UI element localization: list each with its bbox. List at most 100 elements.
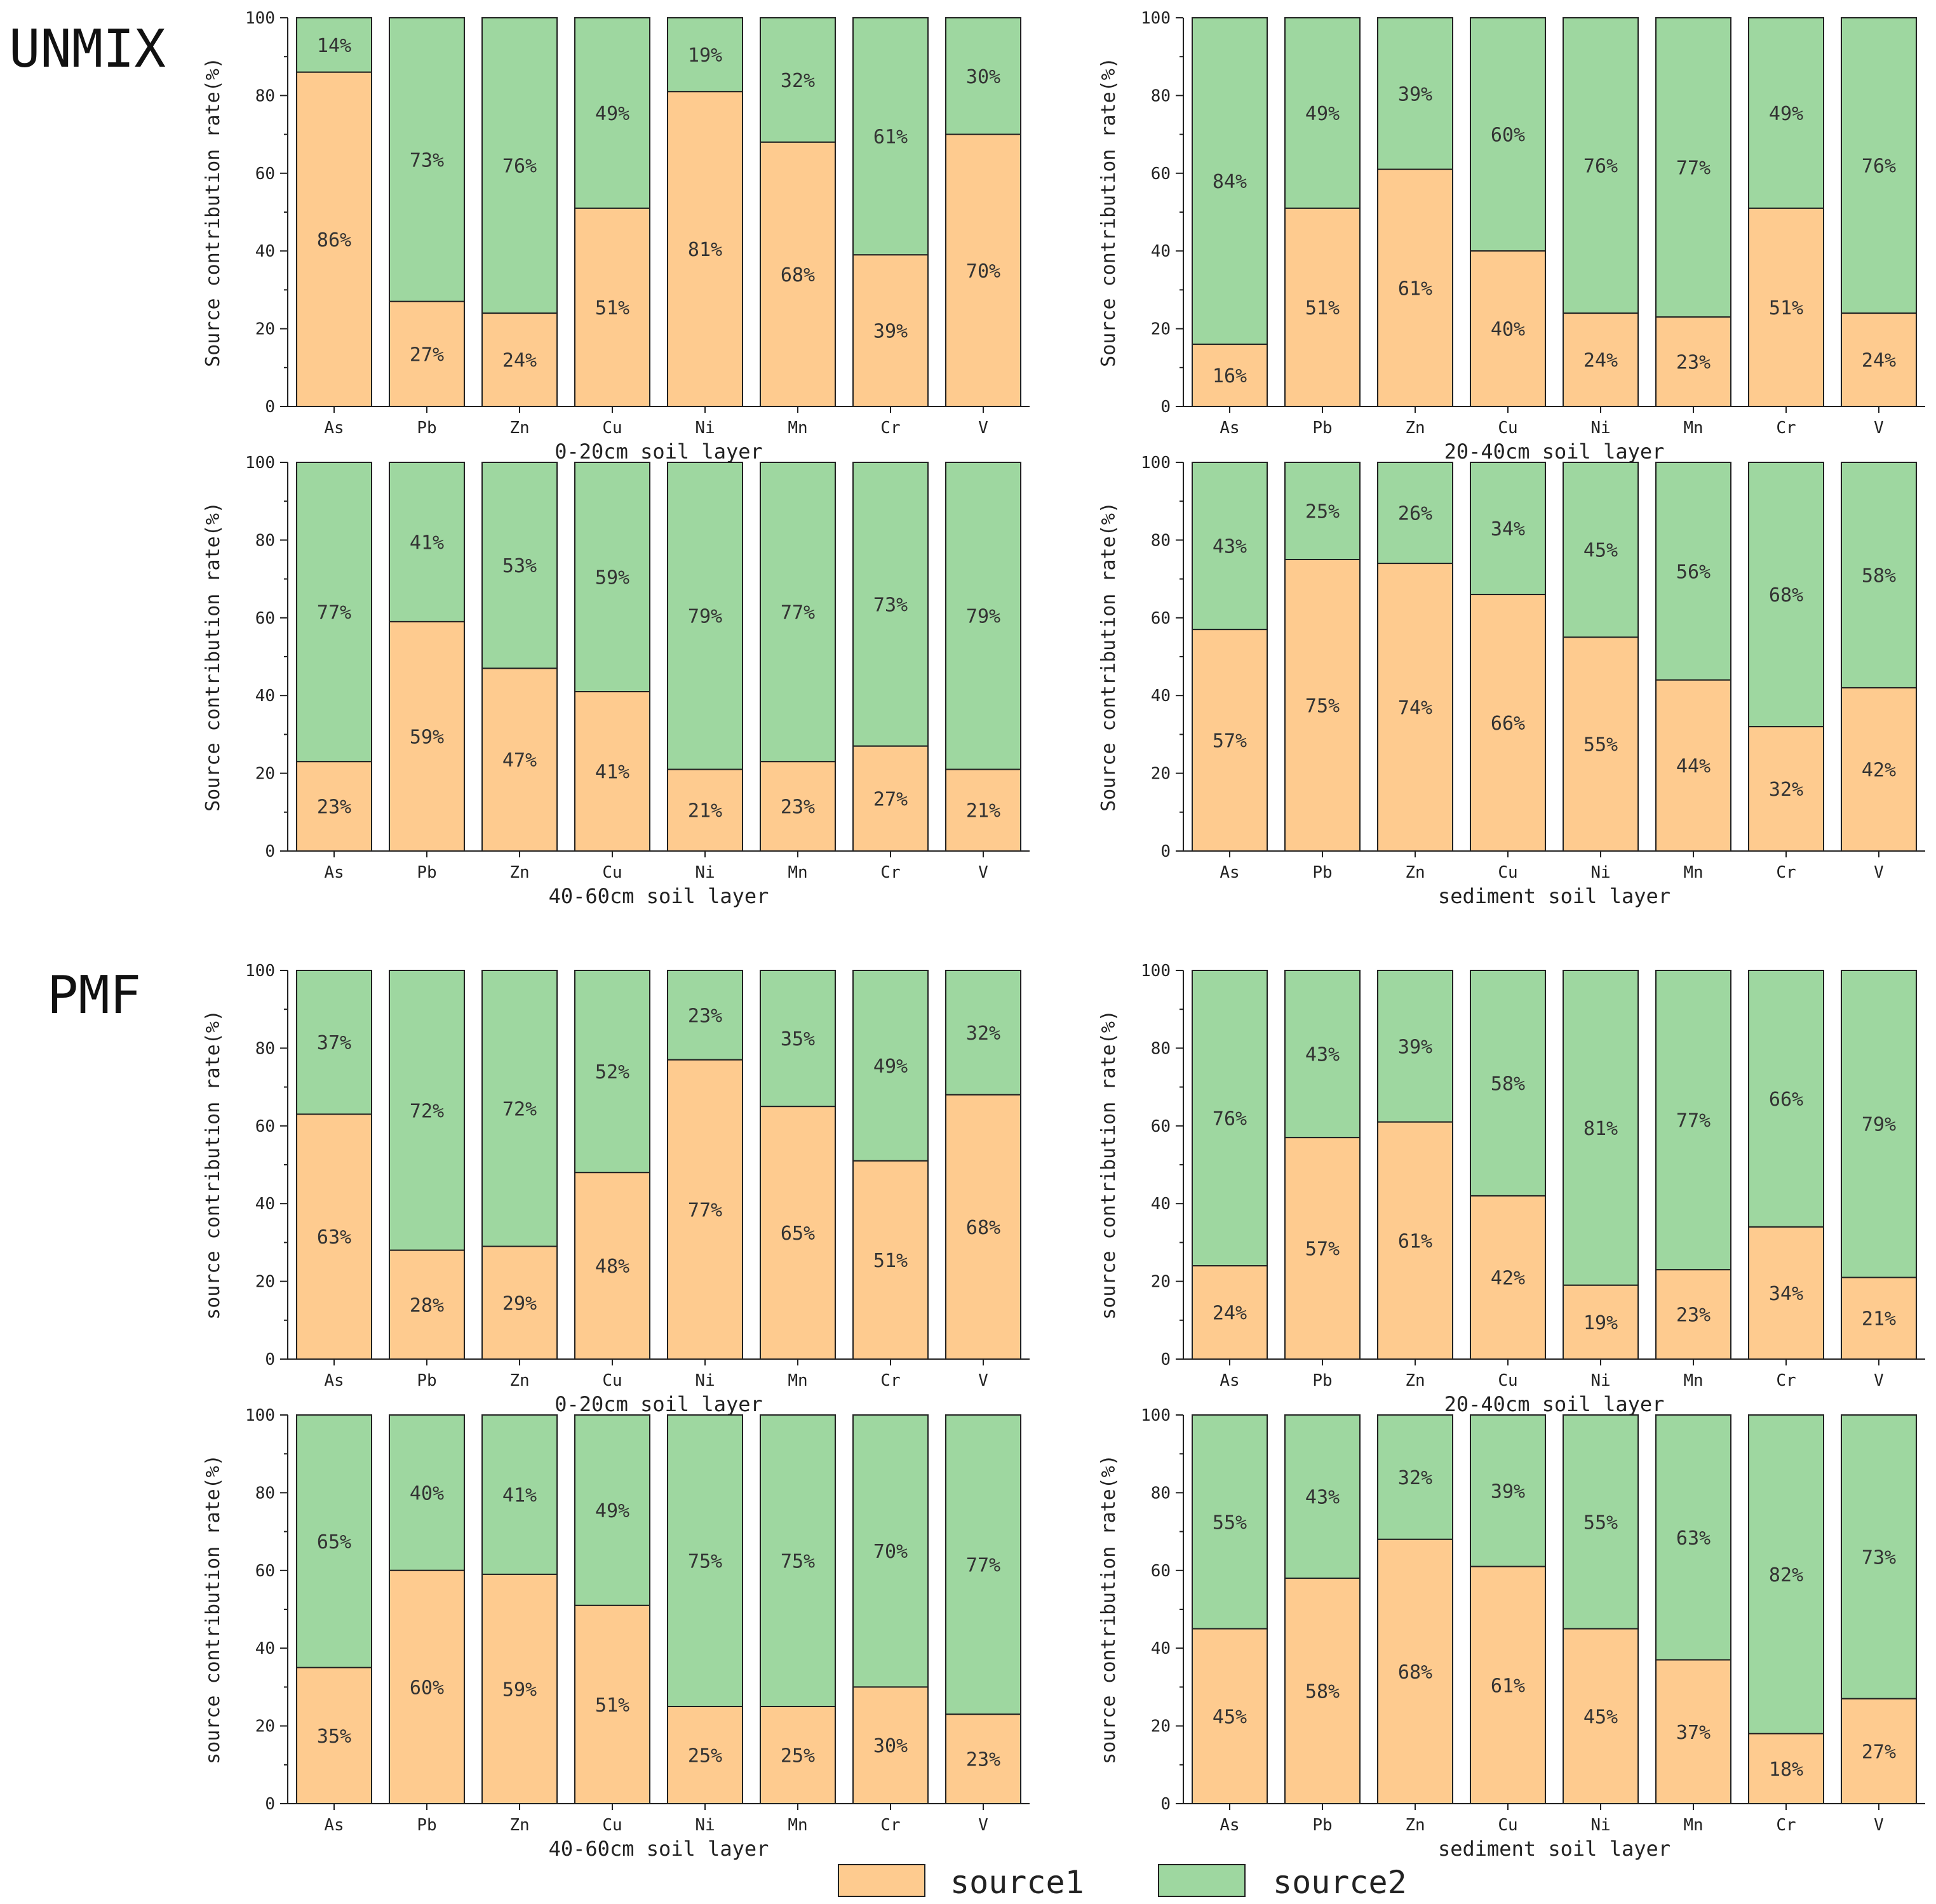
data-label-source2: 77% (317, 602, 351, 624)
y-tick-label: 60 (255, 1562, 275, 1581)
x-tick-label: Ni (1590, 419, 1610, 438)
data-label-source2: 77% (781, 602, 815, 624)
bar-source1 (1192, 344, 1268, 408)
y-tick-label: 60 (1151, 1117, 1171, 1136)
data-label-source2: 76% (1583, 156, 1618, 178)
data-label-source1: 24% (1213, 1303, 1247, 1325)
y-tick-label: 40 (1151, 1639, 1171, 1658)
data-label-source1: 48% (595, 1256, 629, 1278)
x-tick-label: Zn (509, 1816, 529, 1835)
data-label-source1: 81% (688, 239, 722, 261)
bar-source1 (1470, 594, 1546, 852)
bar-source1 (1841, 312, 1917, 407)
data-label-source1: 16% (1213, 365, 1247, 387)
bar-source2 (481, 17, 558, 314)
data-label-source2: 32% (966, 1022, 1000, 1045)
x-tick-label: Ni (695, 1816, 715, 1835)
y-tick-label: 20 (255, 320, 275, 339)
data-label-source1: 86% (317, 229, 351, 251)
data-label-source2: 79% (688, 606, 722, 628)
data-label-source1: 35% (317, 1726, 351, 1748)
data-label-source1: 77% (688, 1199, 722, 1221)
y-tick-label: 80 (1151, 1039, 1171, 1058)
x-axis-title: 20-40cm soil layer (1444, 439, 1665, 464)
data-label-source1: 51% (1305, 297, 1340, 319)
x-tick-label: As (324, 1371, 344, 1390)
x-tick-label: Pb (417, 863, 436, 882)
data-label-source2: 60% (1491, 124, 1525, 147)
y-tick-label: 20 (255, 765, 275, 784)
y-tick-label: 20 (1151, 1273, 1171, 1292)
data-label-source1: 32% (1769, 779, 1803, 801)
data-label-source2: 84% (1213, 171, 1247, 193)
x-axis-title: 40-60cm soil layer (549, 1837, 769, 1861)
data-label-source2: 43% (1213, 536, 1247, 558)
data-label-source1: 70% (966, 260, 1000, 283)
bar-source1 (389, 620, 465, 852)
bar-source1 (389, 1569, 465, 1805)
bar-source2 (1377, 17, 1453, 170)
x-tick-label: As (324, 419, 344, 438)
bar-source1 (1284, 559, 1361, 852)
bar-source1 (852, 254, 929, 407)
x-tick-label: Pb (1312, 1371, 1332, 1390)
data-label-source1: 58% (1305, 1681, 1340, 1703)
data-label-source2: 65% (317, 1531, 351, 1553)
data-label-source1: 68% (781, 264, 815, 286)
x-tick-label: Cu (602, 1371, 622, 1390)
x-tick-label: Cu (1498, 419, 1517, 438)
x-tick-label: Zn (1405, 419, 1425, 438)
bar-source2 (667, 462, 743, 770)
data-label-source2: 49% (595, 103, 629, 125)
data-label-source2: 39% (1491, 1480, 1525, 1503)
data-label-source1: 74% (1398, 697, 1432, 720)
bar-source1 (481, 1245, 558, 1360)
bar-source1 (574, 207, 650, 407)
bar-source2 (1192, 1414, 1268, 1630)
chart-panel-3: 57% 43% As 75% 25% Pb 74% 26% Zn 66% 34% Cu 55% 45% Ni… (1098, 453, 1925, 908)
data-label-source1: 68% (966, 1217, 1000, 1239)
x-axis-title: 40-60cm soil layer (549, 884, 769, 908)
data-label-source1: 45% (1583, 1706, 1618, 1728)
y-tick-label: 100 (245, 9, 275, 28)
data-label-source2: 73% (873, 594, 908, 616)
data-label-source1: 60% (410, 1677, 444, 1699)
data-label-source2: 43% (1305, 1487, 1340, 1509)
data-label-source1: 57% (1213, 730, 1247, 753)
y-tick-label: 0 (265, 398, 275, 417)
y-tick-label: 100 (245, 453, 275, 473)
bar-source2 (1563, 17, 1639, 314)
bar-source2 (760, 462, 836, 763)
x-axis-title: 0-20cm soil layer (555, 439, 763, 464)
bar-source2 (1192, 17, 1268, 345)
x-axis-title: 20-40cm soil layer (1444, 1392, 1665, 1416)
bar-source2 (1748, 17, 1824, 209)
bar-source1 (760, 1106, 836, 1360)
bar-source1 (1748, 1733, 1824, 1805)
data-label-source2: 32% (1398, 1467, 1432, 1489)
data-label-source1: 51% (595, 1694, 629, 1717)
bar-source2 (1841, 970, 1917, 1278)
data-label-source1: 39% (873, 321, 908, 343)
chart-panel-2: 23% 77% As 59% 41% Pb 47% 53% Zn 41% 59% Cu 21% 79% Ni… (202, 453, 1030, 908)
bar-source1 (1841, 1698, 1917, 1805)
data-label-source2: 41% (502, 1484, 537, 1506)
bar-source2 (1470, 970, 1546, 1197)
bar-source1 (667, 768, 743, 852)
x-tick-label: As (1220, 1816, 1239, 1835)
data-label-source1: 30% (873, 1735, 908, 1757)
data-label-source1: 28% (410, 1294, 444, 1317)
data-label-source2: 56% (1676, 561, 1711, 583)
y-tick-label: 80 (1151, 1484, 1171, 1503)
data-label-source2: 82% (1769, 1564, 1803, 1586)
x-tick-label: Cu (602, 863, 622, 882)
data-label-source1: 63% (317, 1226, 351, 1249)
bar-source2 (945, 1414, 1021, 1715)
y-tick-label: 80 (255, 1484, 275, 1503)
data-label-source2: 79% (1862, 1114, 1896, 1136)
data-label-source1: 59% (502, 1679, 537, 1701)
data-label-source2: 30% (966, 66, 1000, 88)
data-label-source2: 63% (1676, 1527, 1711, 1550)
x-tick-label: Pb (1312, 419, 1332, 438)
x-tick-label: Cu (602, 419, 622, 438)
